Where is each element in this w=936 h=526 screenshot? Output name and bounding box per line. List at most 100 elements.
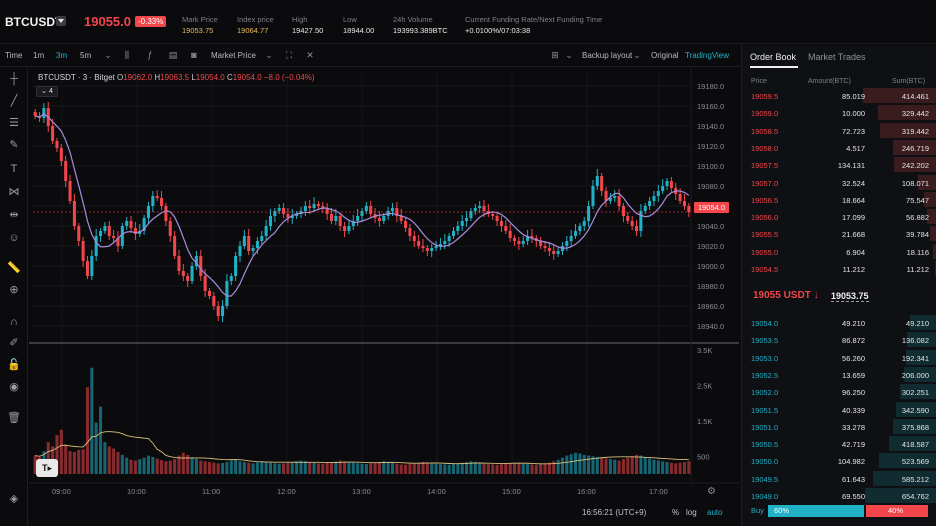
trend-line-icon[interactable]: ╱: [10, 95, 18, 107]
ask-amount: 6.904: [846, 247, 865, 257]
pencil-lock-icon[interactable]: ✐: [9, 337, 19, 349]
volume-bar: [491, 464, 495, 474]
interval-3m[interactable]: 3m: [56, 51, 68, 60]
interval-5m[interactable]: 5m: [80, 51, 92, 60]
bid-row[interactable]: 19053.0 56.260 192.341: [742, 349, 936, 366]
chevron-down-icon[interactable]: ⌄: [565, 50, 573, 60]
chevron-down-icon[interactable]: ⌄: [633, 50, 641, 60]
crosshair-icon[interactable]: ┼: [10, 73, 18, 85]
chevron-down-icon[interactable]: ⌄: [265, 50, 273, 60]
bid-amount: 61.643: [842, 474, 865, 484]
magnet-icon[interactable]: ∩: [10, 316, 18, 328]
bid-row[interactable]: 19054.0 49.210 49.210: [742, 314, 936, 331]
trash-icon[interactable]: ✕: [306, 50, 314, 60]
log-scale-toggle[interactable]: log: [686, 508, 697, 517]
ask-row[interactable]: 19056.0 17.099 56.882: [742, 208, 936, 225]
pattern-icon[interactable]: ⋈: [8, 186, 20, 198]
depth-bar: [892, 139, 936, 155]
ask-row[interactable]: 19057.5 134.131 242.202: [742, 156, 936, 173]
ask-row[interactable]: 19058.5 72.723 319.442: [742, 122, 936, 139]
ask-row[interactable]: 19059.5 85.019 414.461: [742, 87, 936, 104]
volume-bar: [469, 461, 473, 474]
emoji-icon[interactable]: ☺: [8, 232, 20, 244]
ask-row[interactable]: 19055.5 21.668 39.784: [742, 225, 936, 242]
measure-icon[interactable]: ⇹: [9, 209, 19, 221]
tab-order-book[interactable]: Order Book: [750, 52, 797, 62]
original-view-tab[interactable]: Original: [651, 51, 679, 60]
ask-row[interactable]: 19058.0 4.517 246.719: [742, 139, 936, 156]
ask-row[interactable]: 19054.5 11.212 11.212: [742, 260, 936, 277]
text-icon[interactable]: T: [10, 163, 18, 175]
backup-layout-select[interactable]: Backup layout: [582, 51, 633, 60]
symbol-name[interactable]: BTCUSDT: [5, 15, 63, 29]
volume-bar: [512, 462, 517, 474]
bid-row[interactable]: 19051.5 40.339 342.590: [742, 401, 936, 418]
ask-row[interactable]: 19056.5 18.664 75.547: [742, 191, 936, 208]
depth-bar: [888, 436, 936, 452]
auto-scale-toggle[interactable]: auto: [707, 508, 723, 517]
lock-icon[interactable]: 🔓: [7, 359, 21, 371]
bid-price: 19051.5: [751, 405, 779, 415]
layers-icon[interactable]: ◈: [9, 493, 19, 505]
zoom-in-icon[interactable]: ⊕: [9, 284, 19, 296]
bid-row[interactable]: 19050.5 42.719 418.587: [742, 435, 936, 452]
ask-price: 19057.0: [751, 178, 779, 188]
clock-readout[interactable]: 16:56:21 (UTC+9): [582, 508, 647, 517]
bid-row[interactable]: 19049.5 61.643 585.212: [742, 470, 936, 487]
percent-scale-toggle[interactable]: %: [672, 508, 680, 517]
volume-bar: [643, 456, 647, 474]
sell-ratio-label: Sell: [914, 506, 927, 515]
ask-row[interactable]: 19059.0 10.000 329.442: [742, 104, 936, 121]
candle-body: [512, 238, 517, 241]
volume-bar: [377, 461, 381, 474]
depth-bar: [895, 401, 936, 417]
bid-row[interactable]: 19051.0 33.278 375.868: [742, 418, 936, 435]
horizontal-lines-icon[interactable]: ☰: [9, 117, 19, 129]
indicators-icon[interactable]: ƒ: [147, 50, 153, 60]
market-price-select[interactable]: Market Price: [211, 51, 256, 60]
template-icon[interactable]: ▤: [168, 50, 178, 60]
symbol-dropdown-icon[interactable]: [56, 16, 66, 26]
tradingview-logo-icon[interactable]: T▸: [36, 459, 58, 477]
volume-bar: [33, 455, 37, 474]
camera-icon[interactable]: ◙: [191, 50, 197, 60]
time-tick-label: 14:00: [427, 487, 446, 496]
interval-1m[interactable]: 1m: [33, 51, 45, 60]
stat-label: High: [292, 15, 308, 24]
volume-bar: [539, 464, 543, 474]
volume-bar: [329, 462, 334, 474]
fullscreen-icon[interactable]: ⛶: [285, 50, 293, 60]
settings-gear-icon[interactable]: ⚙: [707, 486, 716, 497]
chevron-down-icon[interactable]: ⌄: [104, 50, 112, 60]
bid-sum: 523.569: [901, 457, 929, 467]
ask-row[interactable]: 19055.0 6.904 18.116: [742, 243, 936, 260]
candle-body: [473, 208, 477, 211]
tradingview-tab[interactable]: TradingView: [685, 51, 730, 60]
time-label[interactable]: Time: [5, 51, 23, 60]
bid-row[interactable]: 19053.5 86.872 136.082: [742, 331, 936, 348]
price-tick-label: 18960.0: [697, 302, 724, 311]
brush-icon[interactable]: ✎: [9, 139, 19, 151]
ruler-icon[interactable]: 📏: [7, 262, 21, 274]
bid-row[interactable]: 19052.0 96.250 302.251: [742, 383, 936, 400]
candle-body: [643, 206, 647, 211]
candle-body: [190, 266, 194, 281]
bid-row[interactable]: 19049.0 69.550 654.762: [742, 487, 936, 504]
volume-bar: [508, 463, 512, 474]
chart-canvas[interactable]: 19180.0 19160.0 19140.0 19120.0 19100.0 19080…: [29, 68, 739, 526]
layout-grid-icon[interactable]: ⊞: [551, 50, 559, 60]
volume-bar: [390, 463, 395, 474]
bid-row[interactable]: 19050.0 104.982 523.569: [742, 452, 936, 469]
candle-body: [661, 186, 665, 191]
volume-bar: [652, 459, 656, 474]
header-stat: Mark Price 19053.75: [182, 15, 218, 35]
tab-market-trades[interactable]: Market Trades: [808, 52, 866, 62]
candle-style-icon[interactable]: ⫼: [124, 50, 130, 60]
trash-icon[interactable]: 🗑: [7, 412, 21, 424]
collapse-indicators-button[interactable]: ⌄ 4: [36, 86, 58, 97]
price-chart[interactable]: 19180.0 19160.0 19140.0 19120.0 19100.0 19080…: [29, 68, 739, 526]
ask-row[interactable]: 19057.0 32.524 108.071: [742, 174, 936, 191]
eye-icon[interactable]: ◉: [9, 381, 19, 393]
candle-body: [290, 216, 294, 218]
bid-row[interactable]: 19052.5 13.659 206.000: [742, 366, 936, 383]
